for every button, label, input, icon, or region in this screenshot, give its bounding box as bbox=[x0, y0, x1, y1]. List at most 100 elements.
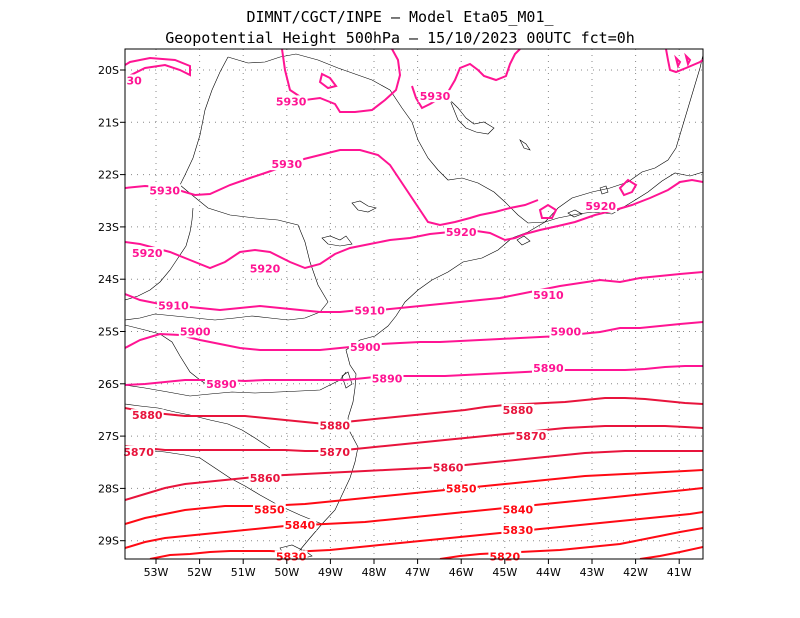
contour-label: 5920 bbox=[132, 247, 163, 260]
lon-tick-label: 53W bbox=[144, 566, 169, 579]
reservoir-5 bbox=[599, 185, 609, 195]
contour-5930 bbox=[125, 149, 539, 227]
contour-label: 5860 bbox=[250, 472, 281, 485]
ilha-grande bbox=[567, 209, 583, 218]
contour-label: 5920 bbox=[250, 263, 281, 276]
contour-label: 5830 bbox=[503, 524, 534, 537]
contour-label-background bbox=[353, 304, 387, 317]
contour-5930 bbox=[684, 52, 692, 67]
contour-label: 5880 bbox=[319, 420, 350, 433]
contour-label: 5850 bbox=[254, 503, 285, 516]
lat-tick-label: 20S bbox=[98, 64, 119, 77]
contour-label: 5910 bbox=[533, 289, 564, 302]
lat-tick-label: 25S bbox=[98, 326, 119, 339]
contour-label: 30 bbox=[127, 74, 143, 87]
lon-tick-label: 41W bbox=[667, 566, 692, 579]
contour-5880 bbox=[125, 397, 703, 426]
contour-5870 bbox=[125, 425, 703, 452]
contour-label: 5900 bbox=[180, 326, 211, 339]
contour-label: 5890 bbox=[206, 378, 237, 391]
lon-tick-label: 49W bbox=[318, 566, 343, 579]
contour-label-background bbox=[122, 445, 155, 458]
geopotential-contours bbox=[125, 49, 703, 559]
lat-tick-label: 27S bbox=[98, 430, 119, 443]
contour-5860 bbox=[125, 450, 703, 501]
contour-5840 bbox=[125, 487, 703, 549]
paraguay-border-north bbox=[125, 207, 194, 301]
plot-frame bbox=[124, 48, 704, 560]
contour-label: 5830 bbox=[276, 550, 307, 563]
contour-label: 5900 bbox=[551, 326, 582, 339]
lon-tick-label: 47W bbox=[405, 566, 430, 579]
contour-label-background bbox=[125, 74, 144, 87]
contour-label: 5930 bbox=[149, 184, 180, 197]
reservoir-1 bbox=[321, 235, 353, 247]
contour-label-background bbox=[370, 372, 404, 385]
border-mg-rj bbox=[544, 54, 703, 223]
contour-label-background bbox=[248, 471, 282, 484]
contour-label: 5900 bbox=[350, 341, 381, 354]
lon-tick-label: 43W bbox=[580, 566, 605, 579]
contour-label-background bbox=[252, 503, 286, 516]
contour-label: 5920 bbox=[446, 226, 477, 239]
lat-tick-label: 24S bbox=[98, 273, 119, 286]
contour-5930 bbox=[281, 49, 402, 113]
latitude-axis: 20S 21S 22S 23S 24S 25S 26S 27S 28S 29S bbox=[98, 64, 125, 548]
contour-label: 5850 bbox=[446, 482, 477, 495]
contour-5930 bbox=[618, 178, 638, 197]
lon-tick-label: 50W bbox=[274, 566, 299, 579]
contour-5930 bbox=[318, 72, 338, 90]
border-argentina bbox=[125, 403, 271, 449]
lat-tick-label: 29S bbox=[98, 535, 119, 548]
border-ms-pr bbox=[125, 301, 329, 321]
contour-label-background bbox=[130, 247, 164, 260]
contour-label-background bbox=[283, 519, 317, 532]
contour-label-background bbox=[270, 158, 304, 171]
lat-lon-gridlines bbox=[125, 49, 703, 559]
lon-tick-label: 52W bbox=[187, 566, 212, 579]
lon-tick-label: 44W bbox=[536, 566, 561, 579]
contour-5930 bbox=[538, 203, 558, 219]
lon-tick-label: 48W bbox=[362, 566, 387, 579]
contour-5930 bbox=[125, 56, 191, 79]
contour-label: 5840 bbox=[285, 519, 316, 532]
contour-label-background bbox=[501, 524, 535, 537]
lat-tick-label: 23S bbox=[98, 221, 119, 234]
contour-label-background bbox=[549, 325, 583, 338]
lat-tick-label: 26S bbox=[98, 378, 119, 391]
contour-label-background bbox=[501, 503, 535, 516]
contour-label: 5820 bbox=[489, 550, 520, 563]
contour-5830 bbox=[149, 511, 703, 559]
contour-label: 5880 bbox=[132, 409, 163, 422]
contour-label-background bbox=[418, 90, 452, 103]
border-sc-rs bbox=[125, 447, 323, 525]
contour-label-background bbox=[248, 262, 282, 275]
contour-label: 5930 bbox=[420, 90, 451, 103]
ilha-sao-sebastiao bbox=[516, 235, 531, 246]
lon-tick-label: 51W bbox=[231, 566, 256, 579]
contour-label-background bbox=[130, 409, 164, 422]
contour-label: 5860 bbox=[433, 461, 464, 474]
contour-label: 5890 bbox=[533, 362, 564, 375]
contour-label: 5840 bbox=[503, 503, 534, 516]
contour-label-background bbox=[157, 299, 190, 312]
contour-label-background bbox=[318, 445, 352, 458]
lat-tick-label: 21S bbox=[98, 116, 119, 129]
contour-5910 bbox=[125, 271, 703, 313]
contour-5850 bbox=[125, 469, 703, 525]
map-title-line1: DIMNT/CGCT/INPE – Model Eta05_M01_ bbox=[246, 8, 554, 26]
contour-label: 5880 bbox=[503, 404, 534, 417]
lon-tick-label: 46W bbox=[449, 566, 474, 579]
contour-label-background bbox=[178, 325, 212, 338]
contour-label: 5910 bbox=[354, 305, 385, 318]
reservoir-3 bbox=[449, 99, 495, 135]
contour-label-background bbox=[444, 226, 478, 239]
contour-5810 bbox=[639, 546, 703, 559]
coastline bbox=[291, 171, 703, 559]
contour-label-background bbox=[348, 341, 382, 354]
contour-label-background bbox=[205, 377, 238, 390]
contour-label: 5930 bbox=[276, 95, 307, 108]
lat-tick-label: 22S bbox=[98, 169, 119, 182]
ilha-santa-catarina bbox=[341, 371, 353, 389]
